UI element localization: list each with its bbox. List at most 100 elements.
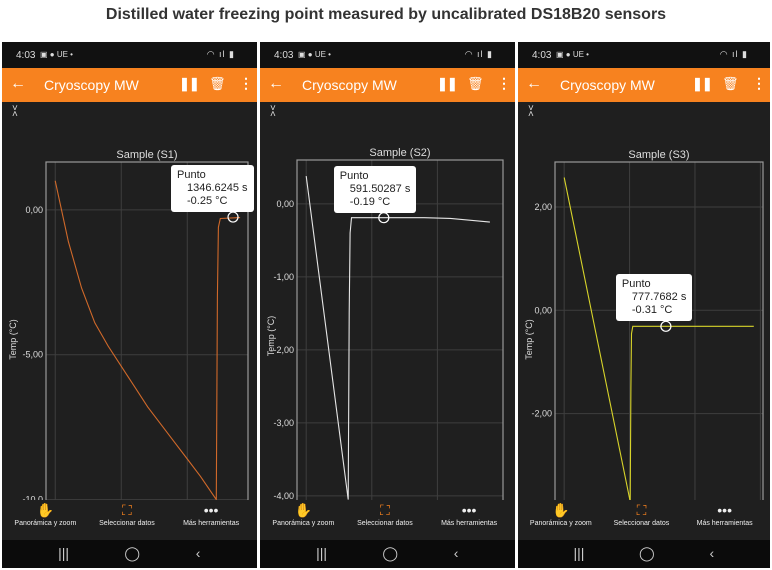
y-tick-label: 2,00 [534,202,552,212]
status-time: 4:03 [16,50,36,61]
home-icon[interactable]: ◯ [382,545,399,561]
chart-s3[interactable]: Sample (S3)0,005001,00e+031,50e2,000,00-… [518,102,770,500]
status-bar: 4:03 ▣ ● UE • ◠ ıl ▮ [518,42,770,68]
pause-icon[interactable]: ❚❚ [437,76,458,91]
plot-frame [45,161,249,500]
pan-zoom-button[interactable]: ✋ Panorámica y zoom [518,500,606,527]
chart-title: Sample (S1) [116,149,177,161]
ellipsis-icon: ••• [717,502,732,518]
app-bar: ← Cryoscopy MW ❚❚ 🗑 ⋮ [260,68,515,102]
back-nav-icon[interactable]: ‹ [195,545,201,561]
app-title: Cryoscopy MW [302,77,397,93]
ellipsis-icon: ••• [461,502,477,518]
y-axis-label: Temp (°C) [8,319,18,360]
more-tools-button[interactable]: ••• Más herramientas [680,500,770,527]
more-vert-icon[interactable]: ⋮ [752,75,766,91]
back-nav-icon[interactable]: ‹ [709,545,715,561]
pause-icon[interactable]: ❚❚ [179,76,200,91]
more-vert-icon[interactable]: ⋮ [497,75,511,91]
status-bar: 4:03 ▣ ● UE • ◠ ıl ▮ [2,42,257,68]
status-time: 4:03 [532,50,552,61]
data-point-tooltip: Punto 1346.6245 s -0.25 °C [171,165,254,213]
home-icon[interactable]: ◯ [638,545,655,561]
app-title: Cryoscopy MW [44,77,139,93]
data-point-tooltip: Punto 777.7682 s -0.31 °C [615,274,693,322]
y-tick-label: -5,00 [22,350,43,360]
select-data-button[interactable]: ⛶ Seleccionar datos [340,500,430,527]
arrow-left-icon[interactable]: ← [10,75,26,92]
recent-apps-icon[interactable]: ||| [58,545,70,561]
status-bar: 4:03 ▣ ● UE • ◠ ıl ▮ [260,42,515,68]
chart-title: Sample (S2) [369,147,430,159]
y-tick-label: 0,00 [276,199,294,209]
y-tick-label: -1,00 [273,272,294,282]
selected-point-marker[interactable] [227,211,239,223]
y-axis-label: Temp (°C) [524,319,534,360]
signal-battery-icon: ◠ ıl ▮ [719,49,748,59]
select-data-button[interactable]: ⛶ Seleccionar datos [82,500,172,527]
system-nav-bar: ||| ◯ ‹ [518,540,770,568]
ellipsis-icon: ••• [203,502,219,518]
tooltip-temp: -0.19 °C [349,195,391,208]
system-nav-bar: ||| ◯ ‹ [2,540,257,568]
recent-apps-icon[interactable]: ||| [573,545,585,561]
select-icon: ⛶ [122,502,132,518]
series-line [563,177,754,500]
pause-icon[interactable]: ❚❚ [692,76,713,91]
y-tick-label: 0,00 [534,305,552,315]
more-vert-icon[interactable]: ⋮ [239,75,253,91]
figure-title: Distilled water freezing point measured … [105,6,667,23]
select-data-label: Seleccionar datos [99,520,155,527]
arrow-left-icon[interactable]: ← [268,75,284,92]
tooltip-temp: -0.31 °C [631,304,673,317]
selected-point-marker[interactable] [378,212,390,224]
more-tools-label: Más herramientas [696,520,753,527]
plot-frame [554,161,764,500]
data-point-tooltip: Punto 591.50287 s -0.19 °C [333,165,417,213]
trash-icon[interactable]: 🗑 [467,76,484,91]
hand-icon: ✋ [36,502,55,518]
y-tick-label: -3,00 [273,418,294,428]
tooltip-label: Punto [177,169,206,182]
recent-apps-icon[interactable]: ||| [316,545,328,561]
pan-zoom-label: Panorámica y zoom [14,520,77,527]
series-line [54,180,241,500]
notification-icons: ▣ ● UE • [298,50,331,59]
notification-icons: ▣ ● UE • [40,50,73,59]
collapse-icon[interactable]: ˅ ˄ [270,103,276,120]
pan-zoom-button[interactable]: ✋ Panorámica y zoom [260,500,348,527]
tooltip-time: 777.7682 s [631,291,687,304]
tooltip-label: Punto [339,169,369,182]
select-data-button[interactable]: ⛶ Seleccionar datos [596,500,686,527]
chart-s1[interactable]: Sample (S1)0,005001,00e+030,00-5,00-10,0… [2,102,257,500]
hand-icon: ✋ [294,502,313,518]
chart-s2[interactable]: Sample (S2)0,005001,00e+030,00-1,00-2,00… [260,102,515,500]
chart-title: Sample (S3) [628,149,689,161]
back-nav-icon[interactable]: ‹ [453,545,459,561]
collapse-icon[interactable]: ˅ ˄ [528,103,534,120]
arrow-left-icon[interactable]: ← [526,75,542,92]
toolbar: ✋ Panorámica y zoom ⛶ Seleccionar datos ••… [260,500,515,540]
selected-point-marker[interactable] [660,320,672,332]
phone-screen-s3: 4:03 ▣ ● UE • ◠ ıl ▮ ← Cryoscopy MW ❚❚ 🗑… [518,42,770,568]
signal-battery-icon: ◠ ıl ▮ [464,49,493,59]
collapse-icon[interactable]: ˅ ˄ [12,103,18,120]
trash-icon[interactable]: 🗑 [722,76,739,91]
home-icon[interactable]: ◯ [124,545,141,561]
phone-screen-s2: 4:03 ▣ ● UE • ◠ ıl ▮ ← Cryoscopy MW ❚❚ 🗑… [260,42,515,568]
series-line [305,176,490,500]
select-icon: ⛶ [380,502,390,518]
status-time: 4:03 [274,50,294,61]
more-tools-button[interactable]: ••• Más herramientas [424,500,514,527]
more-tools-label: Más herramientas [183,520,240,527]
hand-icon: ✋ [552,502,570,518]
toolbar: ✋ Panorámica y zoom ⛶ Seleccionar datos ••… [518,500,770,540]
select-data-label: Seleccionar datos [613,520,670,527]
pan-zoom-label: Panorámica y zoom [272,520,335,527]
toolbar: ✋ Panorámica y zoom ⛶ Seleccionar datos ••… [2,500,257,540]
pan-zoom-button[interactable]: ✋ Panorámica y zoom [2,500,90,527]
trash-icon[interactable]: 🗑 [209,76,226,91]
more-tools-button[interactable]: ••• Más herramientas [166,500,256,527]
y-tick-label: -2,00 [531,409,552,419]
signal-battery-icon: ◠ ıl ▮ [206,49,235,59]
